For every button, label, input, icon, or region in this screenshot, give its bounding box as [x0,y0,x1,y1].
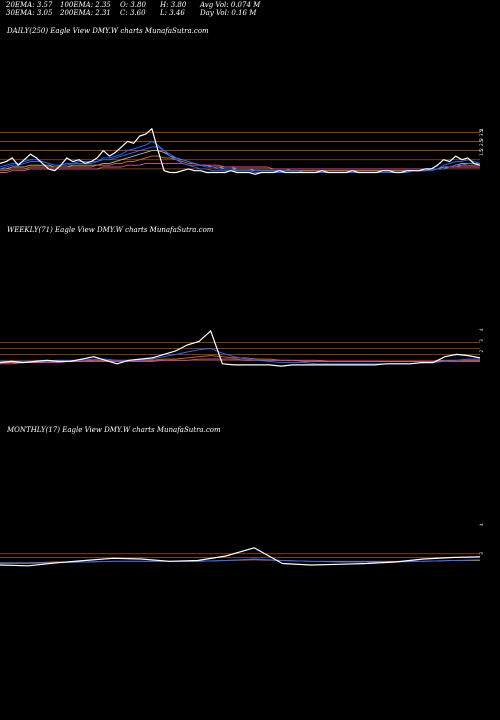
day-vol-stat: Day Vol: 0.16 M [200,9,257,17]
series-line-1-2 [0,358,480,365]
close-stat: C: 3.60 [120,9,146,17]
monthly-chart-title: MONTHLY(17) Eagle View DMY.W charts Muna… [7,426,221,434]
series-line-0-3 [0,162,480,173]
ema20-stat: 20EMA: 3.57 [6,1,53,9]
ema30-stat: 30EMA: 3.05 [6,9,53,17]
ema200-stat: 200EMA: 2.31 [60,9,111,17]
series-line-0-0 [0,128,481,175]
tick-label-0-5: 1.5 [479,149,484,156]
tick-label-1-2: 2 [479,349,484,352]
tick-label-0-1: 3.5 [479,129,484,136]
ema100-stat: 100EMA: 2.35 [60,1,111,9]
avg-vol-stat: Avg Vol: 0.074 M [200,1,261,9]
weekly-chart-title: WEEKLY(71) Eagle View DMY.W charts Munaf… [7,226,214,234]
tick-label-1-0: 4 [479,328,484,331]
tick-label-2-0: 4 [479,523,484,526]
tick-label-0-2: 3 [479,138,484,141]
tick-label-0-3: 2.5 [479,139,484,146]
tick-label-0-4: 2 [479,148,484,151]
header-stats: 20EMA: 3.57 30EMA: 3.05 100EMA: 2.35 200… [0,0,500,20]
daily-chart-title: DAILY(250) Eagle View DMY.W charts Munaf… [7,27,209,35]
high-stat: H: 3.80 [160,1,187,9]
open-stat: O: 3.80 [120,1,146,9]
series-line-0-1 [0,140,481,173]
tick-label-0-0: 4 [479,128,484,131]
low-stat: L: 3.46 [160,9,185,17]
series-line-2-0 [0,547,481,567]
series-line-0-4 [0,155,480,172]
tick-label-1-1: 3 [479,339,484,342]
tick-label-2-1: 3 [479,552,484,555]
series-line-1-0 [0,330,481,367]
